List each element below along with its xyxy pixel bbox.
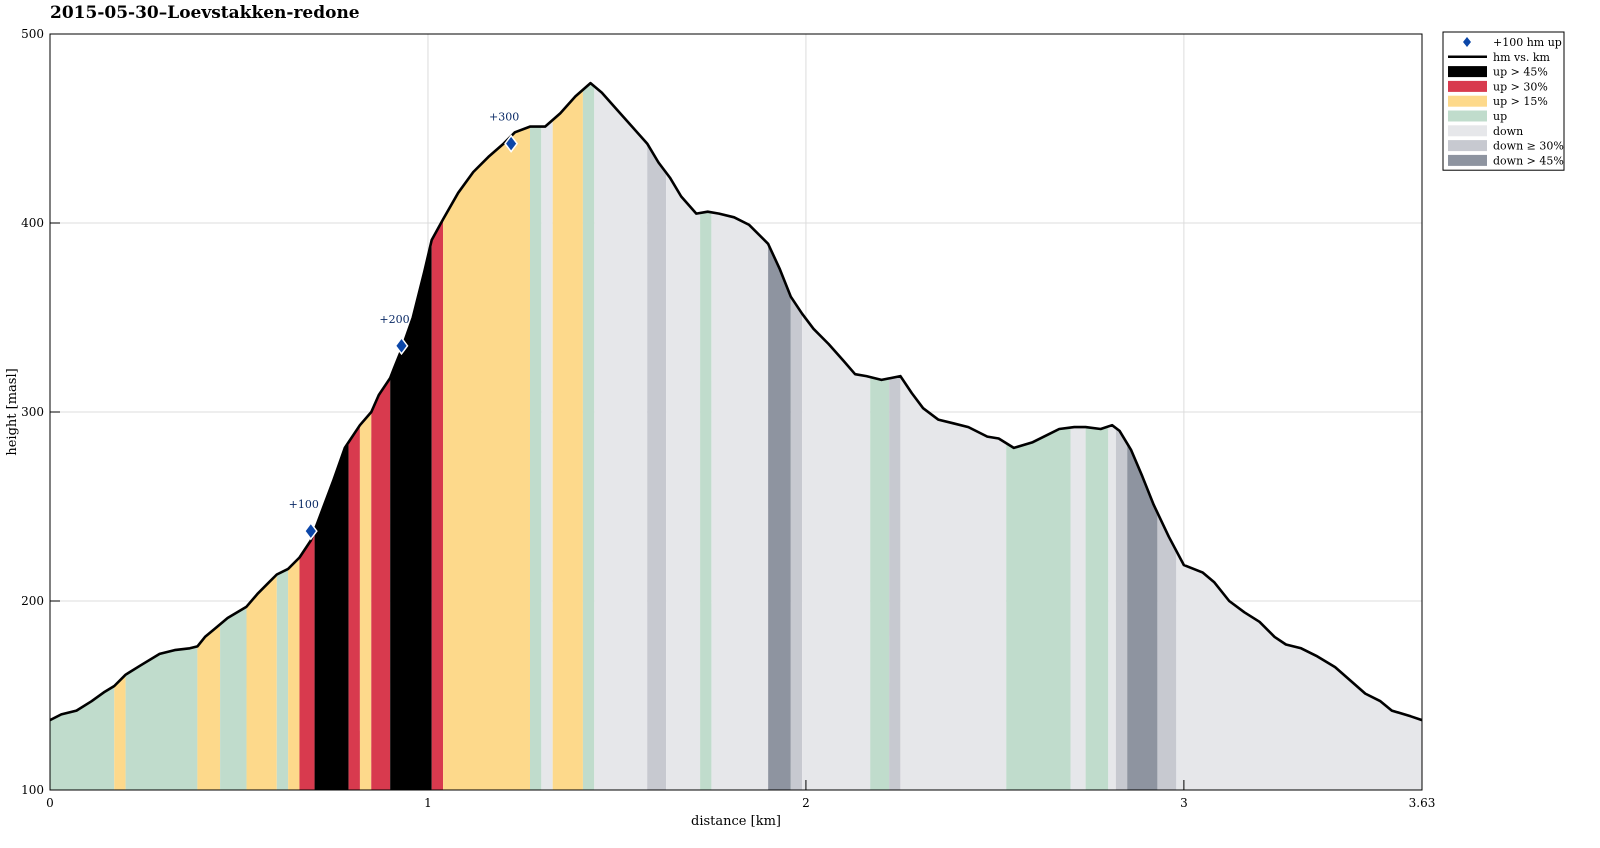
segment-down30 [647, 143, 667, 791]
legend-label: +100 hm up [1493, 36, 1562, 49]
segment-up [125, 646, 198, 790]
legend-label: down [1493, 125, 1523, 138]
segment-down [666, 172, 701, 791]
segment-up15 [114, 674, 126, 790]
y-tick-label: 500 [21, 27, 44, 41]
hm-markers: +100 +200 +300 [289, 111, 519, 541]
segment-down [541, 120, 553, 790]
legend-label: up > 30% [1493, 80, 1548, 93]
gradient-segments [50, 83, 1422, 791]
hm-marker-label: +200 [379, 313, 409, 326]
legend-swatch-up15 [1448, 95, 1487, 107]
segment-down [594, 86, 648, 791]
x-tick-label: 2 [802, 796, 810, 810]
y-tick-label: 100 [21, 783, 44, 797]
segment-up45 [390, 240, 432, 790]
chart-title: 2015-05-30–Loevstakken-redone [50, 3, 360, 23]
segment-up30 [299, 530, 315, 790]
segment-up [870, 377, 890, 790]
segment-up [582, 83, 595, 791]
legend-swatch-up30 [1448, 80, 1487, 92]
tick-labels: 0 1 2 3 3.63 100 200 300 400 500 [21, 27, 1435, 810]
x-tick-label: 0 [46, 796, 54, 810]
hm-marker [303, 521, 318, 541]
hm-marker [504, 134, 519, 153]
segment-down [1108, 425, 1116, 790]
segment-up [1085, 426, 1109, 790]
segment-down30 [1115, 428, 1128, 790]
segment-up30 [371, 378, 391, 790]
segment-up15 [246, 574, 277, 790]
segment-down [802, 313, 871, 790]
legend-marker-swatch [1463, 37, 1471, 47]
segment-up [50, 686, 115, 790]
legend-label: hm vs. km [1493, 51, 1551, 64]
x-tick-label: 1 [424, 796, 432, 810]
segment-down [900, 376, 1007, 790]
legend-swatch-down30 [1448, 140, 1487, 152]
y-tick-label: 200 [21, 594, 44, 608]
segment-up15 [359, 412, 372, 790]
segment-down30 [790, 296, 803, 790]
legend-label: up > 45% [1493, 66, 1548, 79]
y-tick-label: 400 [21, 216, 44, 230]
legend-swatch-up45 [1448, 66, 1487, 78]
x-axis-label: distance [km] [691, 814, 781, 829]
x-tick-label: 3 [1180, 796, 1188, 810]
y-axis-label: height [masl] [5, 368, 20, 455]
segment-up30 [348, 425, 360, 790]
segment-up15 [288, 557, 300, 790]
segment-down45 [1127, 443, 1158, 790]
segment-up15 [443, 126, 531, 791]
profile-line [49, 81, 1423, 722]
segment-up [700, 211, 712, 790]
legend-label: up > 15% [1493, 95, 1548, 108]
segment-down45 [768, 243, 791, 791]
segment-up45 [314, 442, 349, 790]
hm-marker [394, 336, 409, 356]
legend-label: up [1493, 110, 1507, 123]
legend-label: down > 45% [1493, 154, 1564, 167]
x-tick-label: 3.63 [1409, 796, 1436, 810]
segment-up15 [197, 624, 221, 790]
legend: +100 hm up hm vs. km up > 45%up > 30% up > … [1442, 31, 1565, 171]
legend-swatch-down45 [1448, 154, 1487, 166]
segment-down30 [1157, 512, 1177, 790]
segment-up [220, 606, 247, 790]
segment-up30 [431, 219, 444, 790]
segment-up [530, 126, 542, 791]
segment-down [1176, 550, 1422, 790]
hm-marker-label: +100 [289, 498, 319, 511]
legend-label: down ≥ 30% [1493, 140, 1564, 153]
segment-down [1070, 427, 1086, 790]
segment-up15 [552, 89, 583, 791]
legend-swatch-up [1448, 110, 1487, 122]
legend-swatch-down [1448, 125, 1487, 137]
y-tick-label: 300 [21, 405, 44, 419]
segment-down30 [889, 376, 901, 790]
segment-down [711, 212, 769, 791]
segment-up [276, 568, 289, 790]
segment-up [1006, 427, 1071, 790]
hm-marker-label: +300 [489, 111, 519, 124]
